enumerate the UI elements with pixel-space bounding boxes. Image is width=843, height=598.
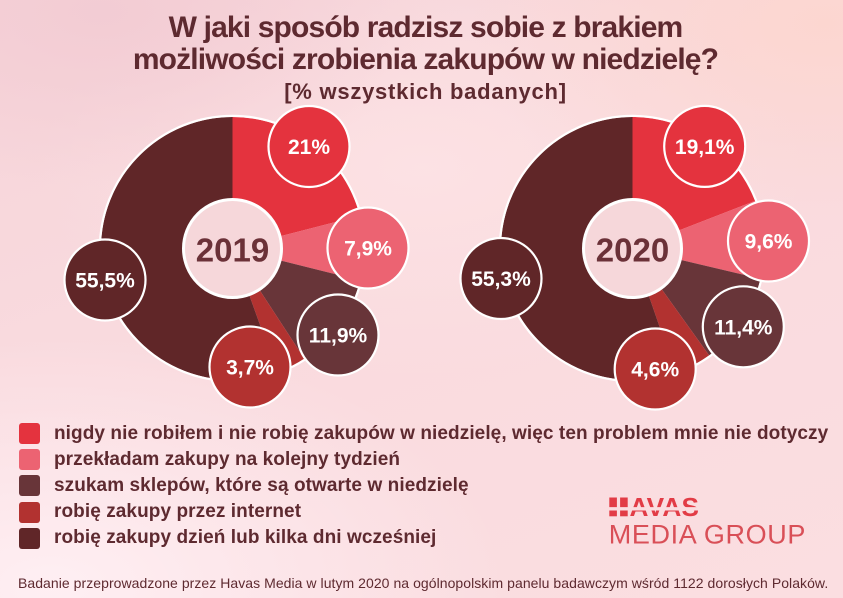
pie-2020-badge-3 <box>613 327 697 411</box>
pie-2019-badge-label-4: 55,5% <box>75 270 135 293</box>
legend-swatch-4 <box>19 527 40 549</box>
legend-swatch-0 <box>19 423 40 444</box>
title-line2: możliwości zrobienia zakupów w niedzielę… <box>132 43 719 76</box>
pie-2019-year-label: 2019 <box>196 231 269 268</box>
pie-2020-center-circle <box>582 198 683 299</box>
havas-wordmark: AVAS <box>609 492 699 522</box>
pie-2020-badge-label-3: 4,6% <box>631 359 679 382</box>
legend-item-1: przekładam zakupy na kolejny tydzień <box>19 448 828 471</box>
pie-2020-badge-2 <box>701 285 785 369</box>
pie-2020: 2020 19,1% 9,6% 11,4% 4,6% 55,3% <box>459 104 811 411</box>
havas-media-group-logo: AVAS MEDIA GROUP <box>609 492 806 550</box>
page-subtitle: [% wszystkich badanych] <box>284 79 567 104</box>
pie-2019-badge-4 <box>63 238 147 322</box>
legend-label-4: robię zakupy dzień lub kilka dni wcześni… <box>54 527 437 549</box>
pie-2019-badge-label-2: 11,9% <box>309 325 368 348</box>
havas-h-bar-left <box>609 497 617 517</box>
legend-swatch-2 <box>19 475 40 497</box>
chart-legend: nigdy nie robiłem i nie robię zakupów w … <box>19 423 828 554</box>
legend-label-3: robię zakupy przez internet <box>54 501 302 523</box>
title-line1: W jaki sposób radzisz sobie z brakiem <box>168 11 684 44</box>
pie-2020-badge-label-2: 11,4% <box>714 316 773 339</box>
pie-2019-center-circle <box>182 198 283 299</box>
pie-2019-badge-label-3: 3,7% <box>226 357 274 380</box>
pie-2020-badge-0 <box>663 104 747 188</box>
pie-2019-badge-label-1: 7,9% <box>344 238 392 261</box>
pie-2020-badge-label-4: 55,3% <box>471 268 531 291</box>
legend-item-0: nigdy nie robiłem i nie robię zakupów w … <box>19 423 828 444</box>
havas-avas-text: AVAS <box>630 492 700 522</box>
pie-2019-badge-0 <box>267 104 351 189</box>
legend-label-1: przekładam zakupy na kolejny tydzień <box>54 448 401 470</box>
pie-2019-badge-3 <box>208 325 292 409</box>
pie-2019-badge-label-0: 21% <box>288 136 330 159</box>
pie-2020-year-label: 2020 <box>596 231 669 268</box>
legend-swatch-1 <box>19 449 40 471</box>
legend-item-4: robię zakupy dzień lub kilka dni wcześni… <box>19 527 828 549</box>
legend-label-0: nigdy nie robiłem i nie robię zakupów w … <box>54 422 829 444</box>
havas-h-bar-right <box>620 497 628 517</box>
pie-2020-badge-1 <box>726 199 811 283</box>
pie-2020-slice-1 <box>632 200 764 279</box>
legend-item-2: szukam sklepów, które są otwarte w niedz… <box>19 474 828 497</box>
page-title: W jaki sposób radzisz sobie z brakiem mo… <box>8 12 843 76</box>
pie-2020-badge-4 <box>459 236 543 321</box>
footer-note: Badanie przeprowadzone przez Havas Media… <box>18 575 829 591</box>
pie-2020-badge-label-0: 19,1% <box>675 136 735 159</box>
pie-2019: 2019 21% 7,9% 11,9% 3,7% 55,5% <box>63 104 410 409</box>
media-group-text: MEDIA GROUP <box>609 520 806 550</box>
legend-item-3: robię zakupy przez internet <box>19 501 828 523</box>
legend-swatch-3 <box>19 501 40 523</box>
pie-2020-badge-label-1: 9,6% <box>745 231 793 254</box>
legend-label-2: szukam sklepów, które są otwarte w niedz… <box>54 474 469 496</box>
pie-2019-badge-1 <box>326 206 410 290</box>
pie-2019-badge-2 <box>296 293 380 377</box>
